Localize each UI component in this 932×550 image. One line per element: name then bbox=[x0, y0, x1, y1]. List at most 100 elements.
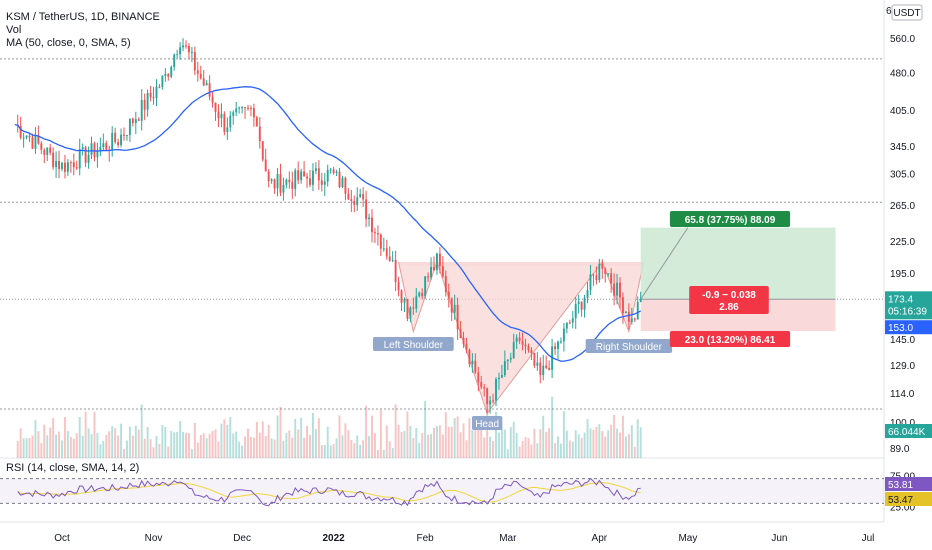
volume-bar bbox=[518, 446, 521, 458]
candle-body bbox=[438, 253, 441, 267]
candle-body bbox=[589, 274, 592, 291]
candle-body bbox=[229, 115, 232, 128]
volume-bar bbox=[636, 419, 639, 458]
last-price-tag: 173.4 bbox=[888, 294, 913, 305]
candle-body bbox=[232, 112, 235, 116]
candle-body bbox=[554, 346, 557, 350]
candle-body bbox=[430, 266, 433, 278]
candle-body bbox=[176, 54, 179, 56]
candle-body bbox=[96, 151, 99, 158]
volume-bar bbox=[533, 428, 536, 458]
candle-body bbox=[75, 167, 78, 169]
volume-bar bbox=[359, 444, 362, 458]
candle-body bbox=[382, 248, 385, 250]
candle-body bbox=[373, 232, 376, 234]
volume-bar bbox=[31, 435, 34, 458]
volume-bar bbox=[524, 437, 527, 458]
candle-body bbox=[433, 266, 435, 271]
candle-body bbox=[568, 322, 571, 324]
candle-body bbox=[247, 107, 249, 109]
volume-value-tag: 66.044K bbox=[888, 427, 926, 438]
volume-bar bbox=[214, 429, 217, 458]
candle-body bbox=[226, 127, 229, 132]
candle-body bbox=[619, 282, 621, 298]
volume-bar bbox=[196, 442, 199, 458]
volume-bar bbox=[187, 433, 190, 458]
volume-bar bbox=[63, 416, 66, 458]
candle-body bbox=[261, 141, 264, 160]
candle-body bbox=[217, 111, 220, 119]
volume-bar bbox=[270, 438, 273, 458]
volume-bar bbox=[69, 437, 72, 458]
volume-bar bbox=[46, 435, 49, 458]
candle-body bbox=[480, 382, 483, 388]
candle-body bbox=[34, 135, 37, 149]
candle-body bbox=[483, 387, 486, 389]
candle-body bbox=[84, 147, 87, 163]
volume-bar bbox=[368, 436, 371, 458]
candle-body bbox=[453, 304, 456, 313]
volume-bar bbox=[347, 430, 350, 458]
volume-bar bbox=[294, 418, 297, 458]
rsi-indicator-label[interactable]: RSI (14, close, SMA, 14, 2) bbox=[6, 462, 140, 474]
volume-bar bbox=[574, 430, 577, 458]
candle-body bbox=[397, 281, 400, 291]
volume-bar bbox=[542, 415, 545, 458]
volume-indicator-label[interactable]: Vol bbox=[6, 24, 22, 36]
candle-body bbox=[285, 179, 288, 185]
candle-body bbox=[548, 367, 551, 370]
candle-body bbox=[371, 217, 373, 233]
volume-bar bbox=[554, 443, 557, 458]
volume-bar bbox=[338, 415, 341, 458]
volume-bar bbox=[179, 421, 182, 458]
candles bbox=[16, 38, 642, 414]
volume-bar bbox=[500, 428, 503, 458]
volume-bar bbox=[379, 409, 382, 458]
candle-body bbox=[152, 97, 155, 99]
candle-body bbox=[311, 170, 314, 185]
ma-indicator-label[interactable]: MA (50, close, 0, SMA, 5) bbox=[6, 37, 131, 49]
volume-bar bbox=[456, 416, 459, 458]
candle-body bbox=[314, 168, 317, 171]
volume-bar bbox=[232, 433, 235, 458]
volume-bar bbox=[356, 435, 359, 458]
candle-body bbox=[406, 298, 409, 319]
candle-body bbox=[63, 162, 66, 172]
volume-bar bbox=[391, 447, 394, 458]
candle-body bbox=[506, 359, 509, 362]
price-tick-100.0: 100.0 bbox=[890, 418, 915, 429]
candle-body bbox=[252, 108, 255, 118]
candle-body bbox=[90, 143, 93, 155]
volume-bar bbox=[40, 443, 43, 458]
candle-body bbox=[238, 107, 241, 109]
candle-body bbox=[140, 99, 143, 121]
volume-bar bbox=[137, 429, 140, 458]
candle-body bbox=[616, 282, 619, 296]
candle-body bbox=[258, 126, 261, 142]
volume-bar bbox=[105, 434, 108, 458]
volume-bar bbox=[131, 435, 134, 458]
candle-body bbox=[214, 102, 217, 112]
candle-body bbox=[28, 136, 31, 138]
volume-bar bbox=[489, 436, 492, 458]
volume-bar bbox=[81, 435, 84, 458]
volume-bar bbox=[249, 436, 252, 458]
volume-bar bbox=[394, 404, 397, 458]
volume-bar bbox=[388, 441, 391, 458]
volume-bar bbox=[247, 428, 249, 458]
price-tick-405.0: 405.0 bbox=[890, 106, 915, 117]
volume-bar bbox=[90, 434, 93, 458]
candle-body bbox=[521, 340, 524, 345]
candle-body bbox=[276, 174, 279, 189]
candle-body bbox=[161, 75, 164, 87]
volume-bar bbox=[577, 434, 580, 458]
position-center-label-bg bbox=[689, 286, 769, 314]
volume-bar bbox=[125, 440, 128, 458]
volume-bar bbox=[96, 432, 99, 458]
candle-body bbox=[244, 107, 247, 109]
candle-body bbox=[146, 92, 149, 110]
candle-body bbox=[335, 171, 338, 173]
volume-bar bbox=[238, 441, 241, 458]
candle-body bbox=[179, 47, 182, 55]
